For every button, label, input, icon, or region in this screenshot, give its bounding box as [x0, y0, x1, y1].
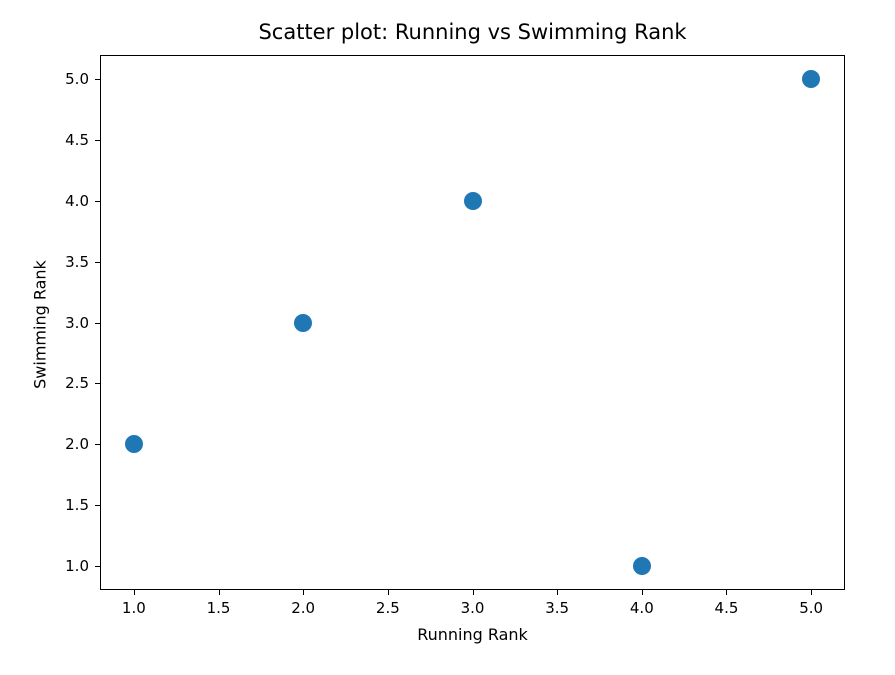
- x-tick-label: 2.0: [291, 599, 315, 617]
- x-tick-label: 1.5: [207, 599, 231, 617]
- y-tick-mark: [95, 79, 100, 80]
- y-tick-mark: [95, 505, 100, 506]
- y-tick-label: 2.0: [55, 435, 89, 453]
- y-tick-mark: [95, 140, 100, 141]
- x-tick-label: 1.0: [122, 599, 146, 617]
- x-tick-mark: [811, 590, 812, 595]
- y-tick-mark: [95, 444, 100, 445]
- y-tick-label: 3.5: [55, 253, 89, 271]
- chart-title: Scatter plot: Running vs Swimming Rank: [100, 20, 845, 44]
- y-tick-label: 1.5: [55, 496, 89, 514]
- x-tick-label: 2.5: [376, 599, 400, 617]
- scatter-point: [464, 192, 482, 210]
- x-tick-label: 3.5: [545, 599, 569, 617]
- x-tick-label: 3.0: [461, 599, 485, 617]
- y-axis-label: Swimming Rank: [31, 224, 50, 424]
- x-axis-label: Running Rank: [100, 625, 845, 644]
- x-tick-mark: [303, 590, 304, 595]
- y-tick-mark: [95, 323, 100, 324]
- scatter-point: [633, 557, 651, 575]
- y-tick-mark: [95, 262, 100, 263]
- figure: Scatter plot: Running vs Swimming Rank R…: [0, 0, 895, 675]
- y-tick-label: 1.0: [55, 557, 89, 575]
- x-tick-mark: [134, 590, 135, 595]
- x-tick-label: 4.5: [715, 599, 739, 617]
- x-tick-mark: [726, 590, 727, 595]
- x-tick-label: 5.0: [799, 599, 823, 617]
- x-tick-mark: [388, 590, 389, 595]
- x-tick-mark: [557, 590, 558, 595]
- x-tick-mark: [219, 590, 220, 595]
- scatter-point: [294, 314, 312, 332]
- y-tick-label: 5.0: [55, 70, 89, 88]
- y-tick-label: 4.0: [55, 192, 89, 210]
- scatter-point: [802, 70, 820, 88]
- y-tick-label: 3.0: [55, 314, 89, 332]
- x-tick-mark: [473, 590, 474, 595]
- x-tick-label: 4.0: [630, 599, 654, 617]
- y-tick-mark: [95, 201, 100, 202]
- y-tick-mark: [95, 566, 100, 567]
- y-tick-mark: [95, 383, 100, 384]
- scatter-point: [125, 435, 143, 453]
- y-tick-label: 4.5: [55, 131, 89, 149]
- y-tick-label: 2.5: [55, 374, 89, 392]
- x-tick-mark: [642, 590, 643, 595]
- plot-area: [100, 55, 845, 590]
